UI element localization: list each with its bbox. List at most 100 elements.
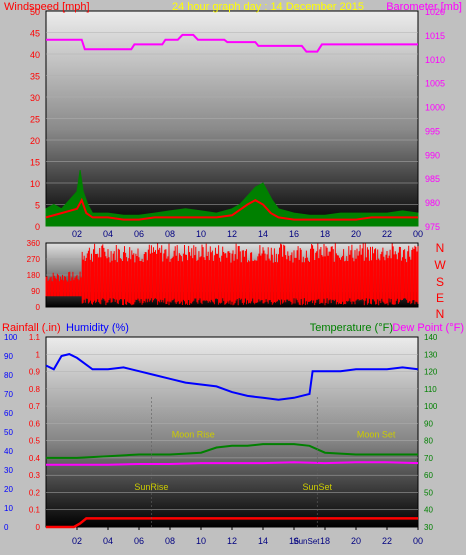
sunset-axis-label: SunSet bbox=[293, 537, 320, 546]
temperature-tick-label: 50 bbox=[424, 488, 433, 497]
lower-x-tick-label: 12 bbox=[227, 536, 237, 546]
windspeed-tick-label: 50 bbox=[30, 7, 40, 17]
lower-x-tick-label: 04 bbox=[103, 536, 113, 546]
barometer-tick-label: 975 bbox=[425, 222, 440, 232]
temperature-tick-label: 60 bbox=[424, 471, 433, 480]
rainfall-tick-label: 0 bbox=[36, 523, 41, 532]
barometer-tick-label: 1010 bbox=[425, 55, 445, 65]
barometer-tick-label: 990 bbox=[425, 150, 440, 160]
direction-letter-w: W bbox=[434, 258, 446, 272]
temperature-tick-label: 130 bbox=[424, 350, 438, 359]
windspeed-tick-label: 5 bbox=[35, 201, 40, 211]
lower-x-tick-label: 18 bbox=[320, 536, 330, 546]
rainfall-tick-label: 0.8 bbox=[29, 385, 41, 394]
wind-x-tick-label: 06 bbox=[134, 229, 144, 239]
rainfall-tick-label: 0.3 bbox=[29, 471, 41, 480]
humidity-tick-label: 60 bbox=[4, 409, 13, 418]
sun-moon-annotation: Moon Set bbox=[357, 430, 396, 440]
barometer-tick-label: 1020 bbox=[425, 7, 445, 17]
wind-x-tick-label: 10 bbox=[196, 229, 206, 239]
tick-label-layer: 0510152025303540455097598098599099510001… bbox=[4, 7, 445, 546]
humidity-tick-label: 90 bbox=[4, 352, 13, 361]
windspeed-tick-label: 10 bbox=[30, 179, 40, 189]
humidity-tick-label: 80 bbox=[4, 371, 13, 380]
wind-x-tick-label: 20 bbox=[351, 229, 361, 239]
direction-tick-label: 180 bbox=[27, 271, 41, 280]
humidity-tick-label: 100 bbox=[4, 333, 18, 342]
temperature-tick-label: 120 bbox=[424, 368, 438, 377]
rainfall-axis-title: Rainfall (.in) bbox=[2, 322, 61, 334]
rainfall-tick-label: 0.2 bbox=[29, 488, 41, 497]
temperature-tick-label: 30 bbox=[424, 523, 433, 532]
wind-x-tick-label: 12 bbox=[227, 229, 237, 239]
temperature-tick-label: 80 bbox=[424, 437, 433, 446]
lower-x-tick-label: 16 bbox=[289, 536, 299, 546]
direction-tick-label: 270 bbox=[27, 255, 41, 264]
barometer-tick-label: 1000 bbox=[425, 103, 445, 113]
barometer-tick-label: 1015 bbox=[425, 31, 445, 41]
temperature-tick-label: 90 bbox=[424, 419, 433, 428]
graph-title: 24 hour graph day : 14 December 2015 bbox=[172, 1, 364, 13]
lower-x-tick-label: 06 bbox=[134, 536, 144, 546]
wind-x-tick-label: 22 bbox=[382, 229, 392, 239]
windspeed-tick-label: 40 bbox=[30, 50, 40, 60]
windspeed-tick-label: 20 bbox=[30, 136, 40, 146]
rainfall-tick-label: 0.1 bbox=[29, 506, 41, 515]
lower-x-tick-label: 10 bbox=[196, 536, 206, 546]
rainfall-tick-label: 0.7 bbox=[29, 402, 41, 411]
barometer-axis-title: Barometer [mb] bbox=[386, 1, 462, 13]
rainfall-tick-label: 0.5 bbox=[29, 437, 41, 446]
lower-x-tick-label: 02 bbox=[72, 536, 82, 546]
direction-letter-n-bottom: N bbox=[436, 307, 445, 321]
wind-x-tick-label: 04 bbox=[103, 229, 113, 239]
humidity-tick-label: 40 bbox=[4, 447, 13, 456]
temperature-line bbox=[46, 443, 418, 459]
windspeed-tick-label: 35 bbox=[30, 72, 40, 82]
windspeed-axis-title: Windspeed [mph] bbox=[4, 1, 90, 13]
humidity-axis-title: Humidity (%) bbox=[66, 322, 129, 334]
lower-x-tick-label: 14 bbox=[258, 536, 268, 546]
humidity-line bbox=[45, 353, 419, 401]
wind-direction-trace bbox=[45, 243, 419, 306]
direction-tick-label: 0 bbox=[36, 303, 41, 312]
sun-moon-annotation: SunSet bbox=[302, 482, 332, 492]
sun-moon-annotation: SunRise bbox=[134, 482, 168, 492]
barometer-line bbox=[46, 33, 418, 53]
temperature-axis-title: Temperature (°F) bbox=[310, 322, 393, 334]
rainfall-tick-label: 0.4 bbox=[29, 454, 41, 463]
temperature-tick-label: 100 bbox=[424, 402, 438, 411]
dewpoint-line bbox=[46, 461, 419, 466]
series-layer bbox=[45, 33, 419, 529]
humidity-tick-label: 50 bbox=[4, 428, 13, 437]
barometer-tick-label: 985 bbox=[425, 174, 440, 184]
lower-x-tick-label: 20 bbox=[351, 536, 361, 546]
barometer-tick-label: 995 bbox=[425, 126, 440, 136]
rainfall-tick-label: 0.9 bbox=[29, 368, 41, 377]
temperature-tick-label: 40 bbox=[424, 506, 433, 515]
direction-letter-n-top: N bbox=[436, 241, 445, 255]
windspeed-tick-label: 15 bbox=[30, 158, 40, 168]
dewpoint-axis-title: Dew Point (°F) bbox=[392, 322, 464, 334]
direction-letter-s: S bbox=[436, 275, 444, 289]
sun-moon-annotation: Moon Rise bbox=[172, 430, 215, 440]
windspeed-tick-label: 30 bbox=[30, 93, 40, 103]
rainfall-tick-label: 0.6 bbox=[29, 419, 41, 428]
wind-x-tick-label: 02 bbox=[72, 229, 82, 239]
direction-letter-e: E bbox=[436, 291, 444, 305]
windspeed-tick-label: 45 bbox=[30, 29, 40, 39]
lower-x-tick-label: 08 bbox=[165, 536, 175, 546]
windspeed-line bbox=[45, 197, 418, 221]
wind-x-tick-label: 08 bbox=[165, 229, 175, 239]
barometer-tick-label: 980 bbox=[425, 198, 440, 208]
wind-x-tick-label: 16 bbox=[289, 229, 299, 239]
windspeed-tick-label: 0 bbox=[35, 222, 40, 232]
rainfall-line bbox=[46, 517, 418, 529]
humidity-tick-label: 70 bbox=[4, 390, 13, 399]
humidity-tick-label: 10 bbox=[4, 504, 13, 513]
humidity-tick-label: 30 bbox=[4, 466, 13, 475]
direction-tick-label: 90 bbox=[31, 287, 40, 296]
wind-x-tick-label: 00 bbox=[413, 229, 423, 239]
lower-x-tick-label: 22 bbox=[382, 536, 392, 546]
temperature-tick-label: 140 bbox=[424, 333, 438, 342]
wind-x-tick-label: 14 bbox=[258, 229, 268, 239]
